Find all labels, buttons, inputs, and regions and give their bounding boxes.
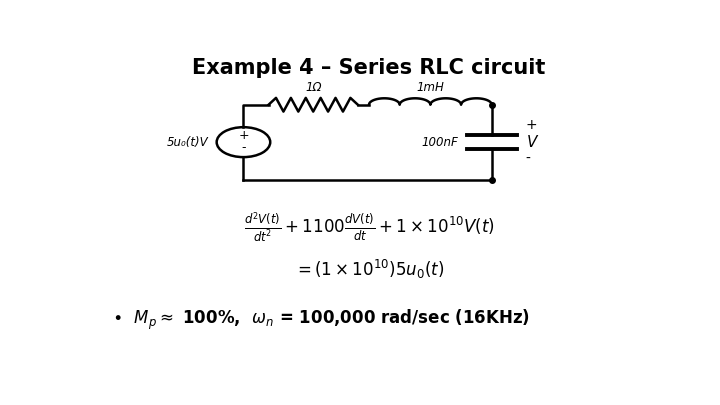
- Text: V: V: [527, 134, 537, 150]
- Text: Example 4 – Series RLC circuit: Example 4 – Series RLC circuit: [192, 58, 546, 78]
- Text: +: +: [238, 129, 249, 142]
- Text: $= (1 \times 10^{10})5u_0(t)$: $= (1 \times 10^{10})5u_0(t)$: [294, 258, 444, 281]
- Text: $\bullet$  $M_p\approx$ 100%,  $\omega_n$ = 100,000 rad/sec (16KHz): $\bullet$ $M_p\approx$ 100%, $\omega_n$ …: [112, 307, 531, 332]
- Text: 1Ω: 1Ω: [305, 81, 321, 94]
- Text: 100nF: 100nF: [421, 136, 458, 149]
- Text: 5u₀(t)V: 5u₀(t)V: [166, 136, 208, 149]
- Text: $\frac{d^2V(t)}{dt^2} + 1100\frac{dV(t)}{dt} + 1 \times 10^{10}V(t)$: $\frac{d^2V(t)}{dt^2} + 1100\frac{dV(t)}…: [243, 211, 495, 245]
- Text: 1mH: 1mH: [416, 81, 444, 94]
- Text: +: +: [526, 118, 537, 132]
- Text: -: -: [526, 152, 530, 166]
- Text: -: -: [241, 141, 246, 154]
